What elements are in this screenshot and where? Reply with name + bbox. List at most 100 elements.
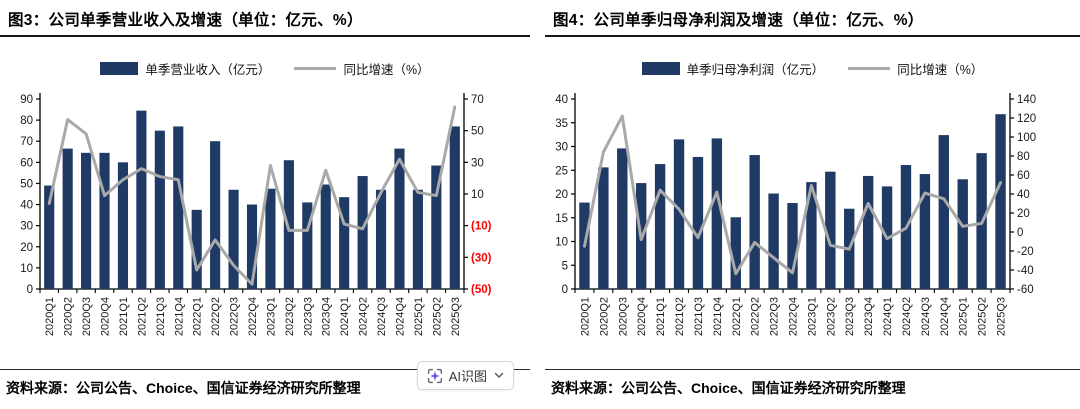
- svg-text:2024Q4: 2024Q4: [939, 297, 951, 336]
- bar-series-label: 单季营业收入（亿元）: [145, 62, 271, 77]
- svg-text:70: 70: [471, 94, 484, 106]
- svg-text:100: 100: [1017, 132, 1036, 144]
- svg-text:0: 0: [27, 284, 33, 296]
- figure3-title: 图3：公司单季营业收入及增速（单位：亿元、%）: [0, 0, 530, 37]
- svg-text:2025Q3: 2025Q3: [450, 297, 462, 336]
- line-series-swatch: [848, 66, 891, 70]
- figure4-netprofit-growth-chart: 0 5 10 15 20 25 30 35 40 -60 -40 -20 0 20 40 60 80 100 120…: [555, 93, 1036, 336]
- svg-text:2025Q2: 2025Q2: [977, 297, 989, 336]
- svg-text:2022Q2: 2022Q2: [210, 297, 222, 336]
- figure4-source-row: 资料来源：公司公告、Choice、国信证券经济研究所整理: [545, 369, 1080, 398]
- svg-text:2023Q1: 2023Q1: [265, 297, 277, 336]
- svg-text:50: 50: [20, 178, 33, 190]
- figure3-source-text: 资料来源：公司公告、Choice、国信证券经济研究所整理: [6, 380, 361, 396]
- svg-text:(30): (30): [471, 252, 492, 264]
- svg-text:2022Q1: 2022Q1: [731, 297, 743, 336]
- svg-text:2020Q1: 2020Q1: [579, 297, 591, 336]
- line-series-label: 同比增速（%）: [343, 62, 430, 77]
- figure3-revenue-growth-chart: 0 10 20 30 40 50 60 70 80 90 (50) (30) (10) 10 30 50 70 2…: [20, 93, 492, 336]
- svg-text:(50): (50): [471, 284, 492, 296]
- svg-text:-20: -20: [1017, 246, 1034, 258]
- svg-text:30: 30: [555, 142, 568, 154]
- svg-text:2022Q4: 2022Q4: [247, 297, 259, 336]
- svg-text:-40: -40: [1017, 265, 1034, 277]
- svg-text:2023Q3: 2023Q3: [844, 297, 856, 336]
- svg-text:2020Q1: 2020Q1: [44, 297, 56, 336]
- svg-text:2021Q1: 2021Q1: [655, 297, 667, 336]
- svg-text:80: 80: [20, 115, 33, 127]
- svg-text:2023Q2: 2023Q2: [825, 297, 837, 336]
- legend-item-growth-line: 同比增速（%）: [294, 59, 430, 78]
- bar-series-label: 单季归母净利润（亿元）: [686, 62, 825, 77]
- chevron-down-icon[interactable]: [494, 372, 504, 379]
- svg-text:2021Q4: 2021Q4: [173, 297, 185, 336]
- svg-text:20: 20: [20, 242, 33, 254]
- svg-text:2024Q4: 2024Q4: [394, 297, 406, 336]
- svg-text:2024Q2: 2024Q2: [901, 297, 913, 336]
- svg-text:2023Q4: 2023Q4: [863, 297, 875, 336]
- svg-text:2021Q2: 2021Q2: [136, 297, 148, 336]
- svg-text:2024Q1: 2024Q1: [882, 297, 894, 336]
- svg-text:10: 10: [471, 189, 484, 201]
- svg-text:2022Q1: 2022Q1: [192, 297, 204, 336]
- svg-text:40: 40: [20, 200, 33, 212]
- svg-text:2022Q2: 2022Q2: [750, 297, 762, 336]
- svg-text:120: 120: [1017, 113, 1036, 125]
- svg-text:60: 60: [1017, 170, 1030, 182]
- svg-text:2020Q4: 2020Q4: [636, 297, 648, 336]
- svg-text:2020Q3: 2020Q3: [81, 297, 93, 336]
- svg-text:40: 40: [1017, 189, 1030, 201]
- svg-text:2024Q2: 2024Q2: [358, 297, 370, 336]
- svg-text:140: 140: [1017, 94, 1036, 106]
- figure3-panel: 图3：公司单季营业收入及增速（单位：亿元、%） 单季营业收入（亿元） 同比增速（…: [0, 0, 530, 409]
- svg-text:2022Q3: 2022Q3: [229, 297, 241, 336]
- svg-text:5: 5: [562, 260, 568, 272]
- ai-button-label: AI识图: [448, 369, 487, 384]
- svg-text:60: 60: [20, 157, 33, 169]
- bar-series-swatch: [100, 61, 139, 75]
- svg-text:20: 20: [555, 189, 568, 201]
- legend-item-revenue-bar: 单季营业收入（亿元）: [100, 59, 270, 78]
- svg-text:2023Q4: 2023Q4: [321, 297, 333, 336]
- svg-text:2021Q3: 2021Q3: [155, 297, 167, 336]
- svg-text:2020Q4: 2020Q4: [100, 297, 112, 336]
- svg-text:35: 35: [555, 118, 568, 130]
- figure4-source-text: 资料来源：公司公告、Choice、国信证券经济研究所整理: [551, 380, 906, 396]
- svg-text:2024Q3: 2024Q3: [376, 297, 388, 336]
- svg-text:90: 90: [20, 94, 33, 106]
- svg-text:2021Q1: 2021Q1: [118, 297, 130, 336]
- svg-text:10: 10: [555, 237, 568, 249]
- svg-text:2021Q2: 2021Q2: [674, 297, 686, 336]
- svg-text:2023Q1: 2023Q1: [806, 297, 818, 336]
- svg-text:0: 0: [562, 284, 568, 296]
- svg-text:2025Q1: 2025Q1: [413, 297, 425, 336]
- svg-text:2021Q4: 2021Q4: [712, 297, 724, 336]
- figure4-panel: 图4：公司单季归母净利润及增速（单位：亿元、%） 单季归母净利润（亿元） 同比增…: [545, 0, 1080, 409]
- svg-text:80: 80: [1017, 151, 1030, 163]
- svg-text:20: 20: [1017, 208, 1030, 220]
- svg-text:2020Q3: 2020Q3: [617, 297, 629, 336]
- svg-text:30: 30: [20, 221, 33, 233]
- ai-scan-sparkle-icon: [427, 368, 442, 383]
- svg-text:-60: -60: [1017, 284, 1034, 296]
- svg-text:15: 15: [555, 213, 568, 225]
- legend-item-netprofit-bar: 单季归母净利润（亿元）: [641, 59, 825, 78]
- svg-text:0: 0: [1017, 227, 1023, 239]
- figure3-source-row: 资料来源：公司公告、Choice、国信证券经济研究所整理 AI识图: [0, 361, 530, 398]
- figure4-legend: 单季归母净利润（亿元） 同比增速（%）: [545, 59, 1080, 77]
- line-series-swatch: [294, 66, 337, 70]
- svg-text:2021Q3: 2021Q3: [693, 297, 705, 336]
- line-series-label: 同比增速（%）: [897, 62, 984, 77]
- ai-image-recognition-button[interactable]: AI识图: [416, 361, 514, 390]
- bar-series-swatch: [641, 61, 680, 75]
- svg-text:2025Q2: 2025Q2: [431, 297, 443, 336]
- svg-text:50: 50: [471, 126, 484, 138]
- svg-text:2025Q1: 2025Q1: [958, 297, 970, 336]
- svg-text:2022Q3: 2022Q3: [769, 297, 781, 336]
- svg-text:2022Q4: 2022Q4: [788, 297, 800, 336]
- legend-item-growth-line: 同比增速（%）: [848, 59, 983, 78]
- svg-text:10: 10: [20, 263, 33, 275]
- svg-text:25: 25: [555, 165, 568, 177]
- svg-text:2024Q1: 2024Q1: [339, 297, 351, 336]
